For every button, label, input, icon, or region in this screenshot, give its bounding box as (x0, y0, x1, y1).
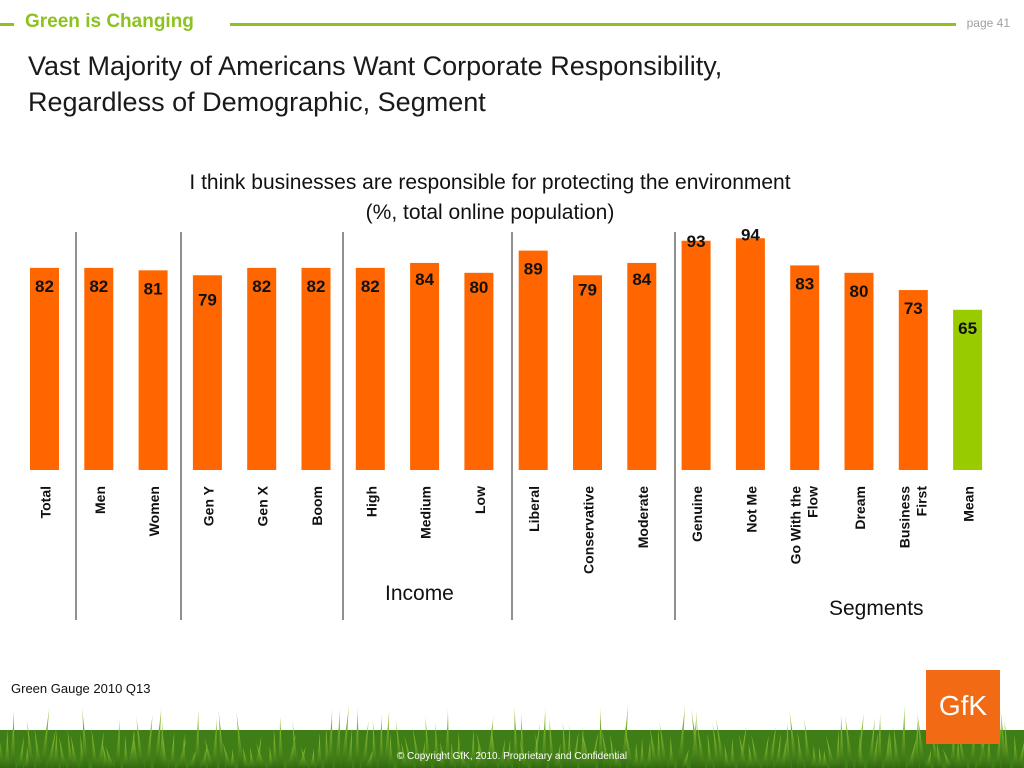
category-label: Liberal (526, 486, 542, 532)
source-note: Green Gauge 2010 Q13 (11, 681, 151, 696)
category-label: Gen Y (200, 485, 216, 526)
page-title-line-1: Vast Majority of Americans Want Corporat… (28, 51, 723, 81)
category-label: Not Me (743, 486, 759, 533)
data-label: 84 (415, 270, 434, 289)
data-label: 89 (524, 260, 543, 279)
data-label: 82 (89, 277, 108, 296)
bar (355, 267, 385, 470)
data-label: 82 (361, 277, 380, 296)
page-number: page 41 (966, 16, 1010, 30)
data-label: 83 (795, 274, 814, 293)
data-label: 82 (307, 277, 326, 296)
svg-text:Moderate: Moderate (635, 486, 651, 548)
data-label: 93 (687, 232, 706, 251)
bar (735, 238, 765, 470)
bar (518, 250, 548, 470)
svg-text:Low: Low (472, 486, 488, 514)
svg-text:Not Me: Not Me (743, 486, 759, 533)
bar (953, 309, 983, 470)
category-label: Boom (309, 486, 325, 526)
category-label: Low (472, 486, 488, 514)
data-label: 79 (578, 280, 597, 299)
svg-text:Medium: Medium (418, 486, 434, 539)
bar (898, 290, 928, 470)
category-label: Moderate (635, 486, 651, 548)
svg-text:Genuine: Genuine (689, 486, 705, 542)
svg-text:Go With theFlow: Go With theFlow (788, 486, 821, 565)
data-label: 94 (741, 225, 760, 244)
bar (84, 267, 114, 470)
svg-text:Liberal: Liberal (526, 486, 542, 532)
svg-text:Mean: Mean (961, 486, 977, 522)
page-title: Vast Majority of Americans Want Corporat… (28, 48, 928, 120)
copyright: © Copyright GfK, 2010. Proprietary and C… (396, 751, 628, 762)
bar (464, 272, 494, 470)
data-label: 73 (904, 299, 923, 318)
bar (192, 275, 222, 470)
data-label: 79 (198, 290, 217, 309)
bar (30, 267, 59, 470)
bar (844, 272, 874, 470)
category-label: High (363, 486, 379, 517)
data-label: 80 (850, 282, 869, 301)
category-label: BusinessFirst (896, 486, 929, 549)
section-title: Green is Changing (25, 11, 194, 32)
category-label: Medium (418, 486, 434, 539)
group-label-income: Income (385, 582, 454, 605)
bar (790, 265, 820, 470)
svg-text:Total: Total (38, 486, 54, 518)
chart-title: I think businesses are responsible for p… (90, 168, 890, 228)
bar (247, 267, 277, 470)
header-rule-left (0, 23, 14, 26)
chart-title-line-2: (%, total online population) (365, 201, 615, 224)
bar (410, 262, 440, 470)
svg-text:Dream: Dream (852, 486, 868, 530)
category-label: Go With theFlow (788, 486, 821, 565)
bar (627, 262, 657, 470)
svg-text:Boom: Boom (309, 486, 325, 526)
category-label: Women (146, 486, 162, 536)
category-label: Men (92, 486, 108, 514)
gfk-logo: GfK (926, 670, 1000, 744)
svg-text:Gen Y: Gen Y (200, 485, 216, 526)
data-label: 80 (469, 278, 488, 297)
svg-text:Women: Women (146, 486, 162, 536)
category-label: Genuine (689, 486, 705, 542)
svg-text:High: High (363, 486, 379, 517)
category-label: Gen X (255, 485, 271, 526)
grass-banner (0, 704, 1024, 768)
svg-text:Men: Men (92, 486, 108, 514)
data-label: 82 (252, 277, 271, 296)
category-label: Total (38, 486, 54, 518)
category-label: Dream (852, 486, 868, 530)
data-label: 81 (144, 279, 163, 298)
category-label: Conservative (581, 486, 597, 574)
bar (573, 275, 602, 470)
page-title-line-2: Regardless of Demographic, Segment (28, 87, 486, 117)
data-label: 82 (35, 277, 54, 296)
data-label: 65 (958, 319, 977, 338)
bar (301, 267, 331, 470)
gfk-logo-text: GfK (938, 690, 988, 721)
svg-text:Gen X: Gen X (255, 485, 271, 526)
header-rule (230, 23, 956, 26)
bar (681, 240, 711, 470)
group-label-segments: Segments (829, 597, 924, 620)
bar (138, 270, 168, 470)
svg-text:BusinessFirst: BusinessFirst (896, 486, 929, 549)
data-label: 84 (632, 270, 651, 289)
svg-text:Conservative: Conservative (581, 486, 597, 574)
chart-title-line-1: I think businesses are responsible for p… (189, 171, 791, 194)
category-label: Mean (961, 486, 977, 522)
